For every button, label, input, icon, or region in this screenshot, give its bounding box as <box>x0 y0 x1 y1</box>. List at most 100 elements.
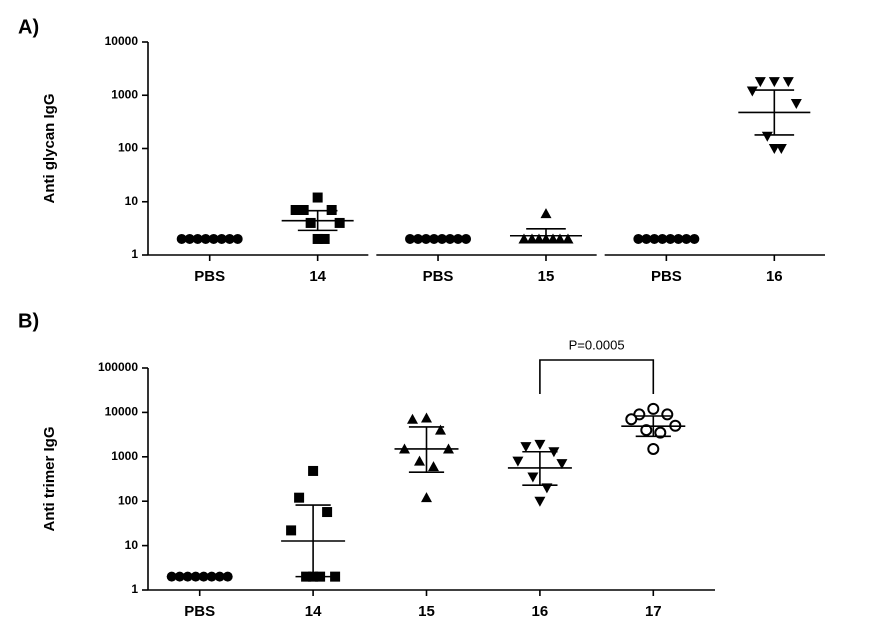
dot <box>461 233 472 244</box>
y-tick-label: 100 <box>118 493 138 507</box>
dot <box>534 439 546 450</box>
dot <box>453 233 464 244</box>
dot <box>429 233 440 244</box>
dot <box>214 571 225 582</box>
dot <box>526 233 538 244</box>
dot <box>330 571 341 582</box>
dot <box>445 233 456 244</box>
dot <box>232 233 243 244</box>
dot <box>319 233 330 244</box>
x-tick-label: PBS <box>423 268 454 285</box>
dot <box>649 233 660 244</box>
dot <box>790 98 802 109</box>
dot <box>547 233 559 244</box>
y-tick-label: 1 <box>131 582 138 596</box>
dot <box>689 233 700 244</box>
dot <box>527 472 539 483</box>
x-tick-label: PBS <box>651 268 682 285</box>
dot <box>633 233 644 244</box>
dot <box>286 525 297 536</box>
dot <box>533 233 545 244</box>
x-tick-label: 14 <box>305 603 322 620</box>
dot <box>198 571 209 582</box>
dot <box>405 233 416 244</box>
dot <box>184 233 195 244</box>
y-tick-label: 1 <box>131 247 138 261</box>
dot <box>640 424 653 437</box>
dot <box>657 233 668 244</box>
dot <box>428 461 439 472</box>
x-tick-label: PBS <box>194 268 225 285</box>
dot <box>520 442 532 453</box>
dot <box>290 204 301 215</box>
dot <box>216 233 227 244</box>
dot <box>421 233 432 244</box>
dot <box>540 208 552 219</box>
dot <box>206 571 217 582</box>
dot <box>673 233 684 244</box>
dot <box>647 442 660 455</box>
panel-label: A) <box>18 16 39 38</box>
dot <box>174 571 185 582</box>
y-tick-label: 1000 <box>111 87 138 101</box>
dot <box>414 455 425 466</box>
dot <box>222 571 233 582</box>
dot <box>294 492 305 503</box>
y-tick-label: 10 <box>125 194 139 208</box>
dot <box>421 492 432 503</box>
y-tick-label: 10000 <box>105 34 139 48</box>
y-tick-label: 10 <box>125 538 139 552</box>
dot <box>305 217 316 228</box>
dot <box>768 77 780 88</box>
y-tick-label: 100000 <box>98 360 138 374</box>
dot <box>322 507 333 518</box>
y-tick-label: 100 <box>118 141 138 155</box>
dot <box>413 233 424 244</box>
dot <box>437 233 448 244</box>
dot <box>534 496 546 507</box>
dot <box>562 233 574 244</box>
dot <box>312 233 323 244</box>
dot <box>421 412 432 423</box>
dot <box>190 571 201 582</box>
dot <box>176 233 187 244</box>
dot <box>166 571 177 582</box>
dot <box>647 402 660 415</box>
y-axis-label: Anti glycan IgG <box>41 93 58 203</box>
dot <box>312 192 323 203</box>
dot <box>775 144 787 154</box>
dot <box>641 233 652 244</box>
panel-label: B) <box>18 310 39 332</box>
x-tick-label: 16 <box>766 268 783 285</box>
dot <box>518 233 530 244</box>
dot <box>746 86 758 97</box>
dot <box>681 233 692 244</box>
dot <box>192 233 203 244</box>
dot <box>308 465 319 476</box>
dot <box>512 456 524 467</box>
y-tick-label: 10000 <box>105 405 139 419</box>
dot <box>761 131 773 142</box>
dot <box>182 571 193 582</box>
x-tick-label: 16 <box>532 603 549 620</box>
x-tick-label: 15 <box>418 603 435 620</box>
dot <box>661 408 674 421</box>
y-tick-label: 1000 <box>111 449 138 463</box>
dot <box>665 233 676 244</box>
x-tick-label: PBS <box>184 603 215 620</box>
dot <box>654 426 667 439</box>
significance-bracket <box>539 359 655 394</box>
dot <box>625 413 638 426</box>
dot <box>224 233 235 244</box>
dot <box>200 233 211 244</box>
dot <box>754 77 766 88</box>
dot <box>407 413 418 424</box>
dot <box>554 233 566 244</box>
annotation: P=0.0005 <box>569 337 625 352</box>
dot <box>334 217 345 228</box>
y-axis-label: Anti trimer IgG <box>41 426 58 531</box>
x-tick-label: 14 <box>309 268 326 285</box>
dot <box>556 459 568 470</box>
dot <box>208 233 219 244</box>
